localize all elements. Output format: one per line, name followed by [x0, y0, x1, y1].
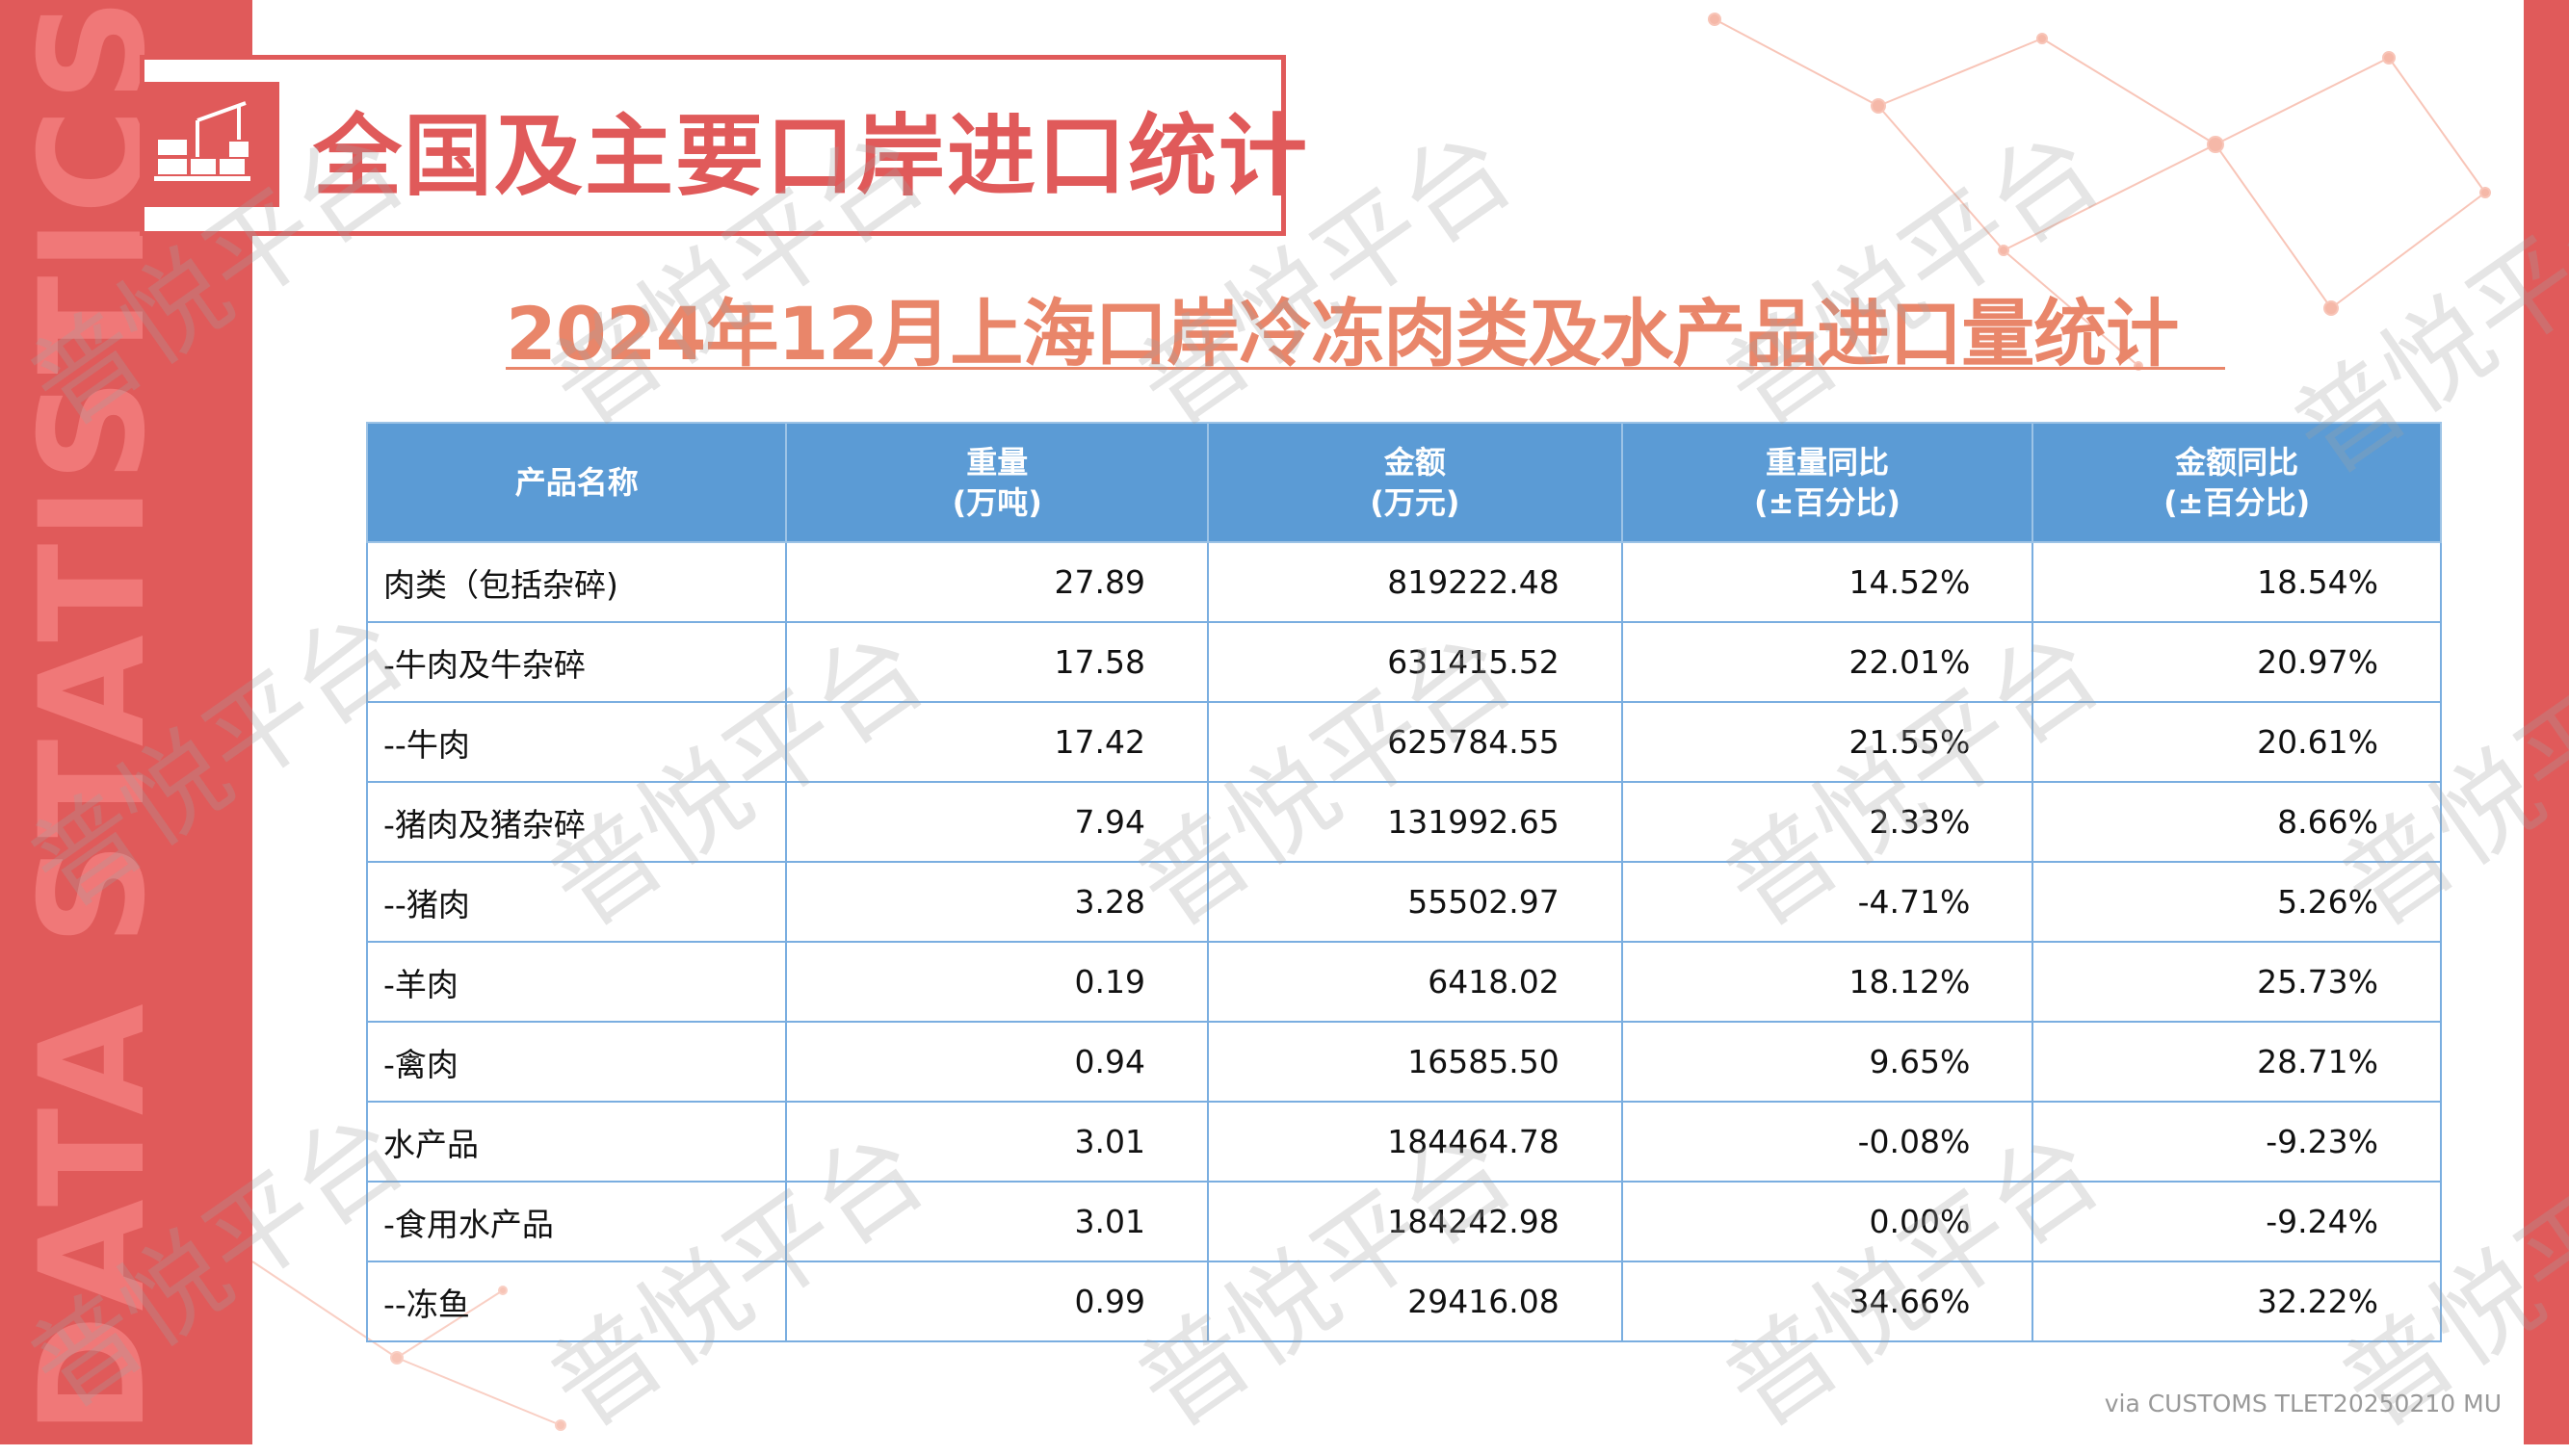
value-cell: 0.99	[785, 1261, 1209, 1342]
value-cell: 184242.98	[1207, 1181, 1623, 1262]
value-cell: 28.71%	[2032, 1021, 2442, 1103]
value-cell: 21.55%	[1620, 701, 2034, 783]
table-row: --猪肉 3.28 55502.97 -4.71% 5.26%	[365, 861, 2442, 943]
value-cell: 32.22%	[2032, 1261, 2442, 1342]
value-cell: 14.52%	[1620, 541, 2034, 623]
value-cell: -9.23%	[2032, 1101, 2442, 1183]
product-name-cell: --牛肉	[365, 701, 788, 783]
product-name-cell: --猪肉	[365, 861, 788, 943]
value-cell: 20.97%	[2032, 621, 2442, 703]
table-row: -禽肉 0.94 16585.50 9.65% 28.71%	[365, 1021, 2442, 1103]
table-header-row: 产品名称 重量 (万吨) 金额 (万元) 重量同比 (±百分比) 金额同比 (±百分比)	[365, 422, 2442, 543]
page-title: 全国及主要口岸进口统计	[313, 105, 1310, 208]
header-line: (±百分比)	[1753, 484, 1901, 521]
header-line: 重量	[966, 444, 1029, 481]
value-cell: -0.08%	[1620, 1101, 2034, 1183]
value-cell: 22.01%	[1620, 621, 2034, 703]
table-row: -羊肉 0.19 6418.02 18.12% 25.73%	[365, 941, 2442, 1023]
value-cell: 55502.97	[1207, 861, 1623, 943]
column-header: 金额同比 (±百分比)	[2032, 422, 2442, 543]
product-name-cell: -猪肉及猪杂碎	[365, 781, 788, 863]
title-box	[140, 55, 1286, 236]
value-cell: 25.73%	[2032, 941, 2442, 1023]
table-row: 水产品 3.01 184464.78 -0.08% -9.23%	[365, 1101, 2442, 1183]
value-cell: 2.33%	[1620, 781, 2034, 863]
value-cell: 6418.02	[1207, 941, 1623, 1023]
value-cell: 27.89	[785, 541, 1209, 623]
column-header: 重量 (万吨)	[785, 422, 1209, 543]
header-line: 重量同比	[1766, 444, 1890, 481]
value-cell: 0.94	[785, 1021, 1209, 1103]
port-crane-icon	[144, 82, 279, 207]
table-title: 2024年12月上海口岸冷冻肉类及水产品进口量统计	[506, 291, 2179, 377]
value-cell: 184464.78	[1207, 1101, 1623, 1183]
left-decorative-bar: DATA STATISTICS REPORT	[0, 0, 252, 1444]
value-cell: -9.24%	[2032, 1181, 2442, 1262]
product-name-cell: -羊肉	[365, 941, 788, 1023]
value-cell: 631415.52	[1207, 621, 1623, 703]
value-cell: 20.61%	[2032, 701, 2442, 783]
value-cell: 819222.48	[1207, 541, 1623, 623]
product-name-cell: 肉类（包括杂碎)	[365, 541, 788, 623]
product-name-cell: -牛肉及牛杂碎	[365, 621, 788, 703]
value-cell: 34.66%	[1620, 1261, 2034, 1342]
value-cell: -4.71%	[1620, 861, 2034, 943]
title-underline	[506, 367, 2225, 370]
table-row: -猪肉及猪杂碎 7.94 131992.65 2.33% 8.66%	[365, 781, 2442, 863]
table-row: --冻鱼 0.99 29416.08 34.66% 32.22%	[365, 1261, 2442, 1342]
column-header: 重量同比 (±百分比)	[1620, 422, 2034, 543]
header-line: 产品名称	[514, 464, 639, 501]
product-name-cell: -食用水产品	[365, 1181, 788, 1262]
product-name-cell: 水产品	[365, 1101, 788, 1183]
value-cell: 5.26%	[2032, 861, 2442, 943]
value-cell: 0.19	[785, 941, 1209, 1023]
table-row: -食用水产品 3.01 184242.98 0.00% -9.24%	[365, 1181, 2442, 1262]
right-decorative-bar	[2524, 0, 2569, 1444]
table-row: --牛肉 17.42 625784.55 21.55% 20.61%	[365, 701, 2442, 783]
header-line: 金额同比	[2175, 444, 2299, 481]
header-line: (±百分比)	[2163, 484, 2311, 521]
value-cell: 17.58	[785, 621, 1209, 703]
import-statistics-table: 产品名称 重量 (万吨) 金额 (万元) 重量同比 (±百分比) 金额同比 (±百分比) 肉类（…	[365, 422, 2442, 1342]
value-cell: 17.42	[785, 701, 1209, 783]
value-cell: 131992.65	[1207, 781, 1623, 863]
product-name-cell: -禽肉	[365, 1021, 788, 1103]
value-cell: 3.28	[785, 861, 1209, 943]
column-header: 金额 (万元)	[1207, 422, 1623, 543]
value-cell: 3.01	[785, 1181, 1209, 1262]
value-cell: 18.54%	[2032, 541, 2442, 623]
value-cell: 9.65%	[1620, 1021, 2034, 1103]
product-name-cell: --冻鱼	[365, 1261, 788, 1342]
table-row: -牛肉及牛杂碎 17.58 631415.52 22.01% 20.97%	[365, 621, 2442, 703]
header-line: (万吨)	[952, 484, 1042, 521]
value-cell: 7.94	[785, 781, 1209, 863]
source-note: via CUSTOMS TLET20250210 MU	[2104, 1390, 2502, 1417]
value-cell: 3.01	[785, 1101, 1209, 1183]
network-decoration	[1708, 13, 2491, 371]
column-header: 产品名称	[365, 422, 788, 543]
value-cell: 0.00%	[1620, 1181, 2034, 1262]
value-cell: 16585.50	[1207, 1021, 1623, 1103]
header-line: (万元)	[1370, 484, 1460, 521]
value-cell: 18.12%	[1620, 941, 2034, 1023]
value-cell: 625784.55	[1207, 701, 1623, 783]
value-cell: 8.66%	[2032, 781, 2442, 863]
header-line: 金额	[1383, 444, 1446, 481]
value-cell: 29416.08	[1207, 1261, 1623, 1342]
table-row: 肉类（包括杂碎) 27.89 819222.48 14.52% 18.54%	[365, 541, 2442, 623]
